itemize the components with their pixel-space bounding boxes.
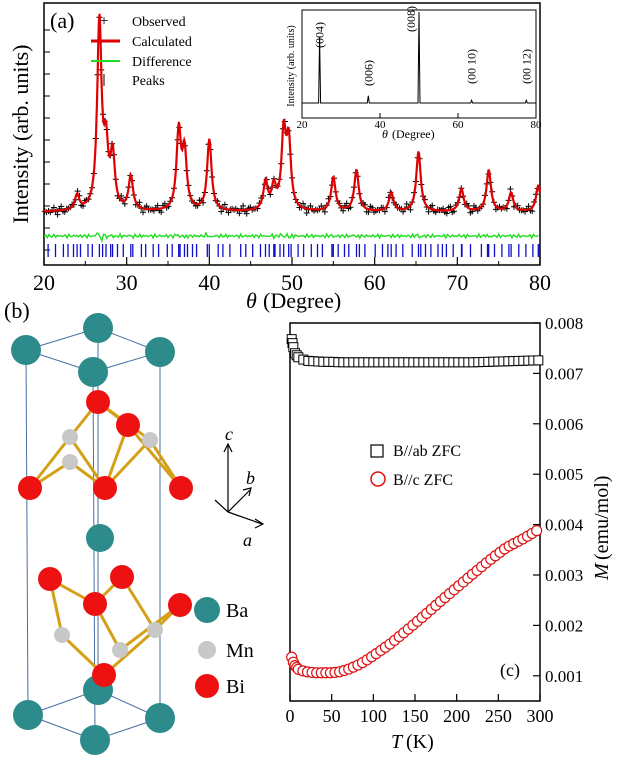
panel-a-x-ticks: 20 30 40 50 60 70 80 (33, 257, 551, 295)
c-y-tick-label: 0.007 (545, 364, 584, 383)
inset-x-ticks: 20 40 60 80 (297, 113, 543, 131)
inset-plot (302, 11, 536, 104)
ab-point (533, 355, 544, 366)
difference-series (43, 231, 539, 243)
peaks-series (47, 244, 540, 257)
legend-observed-label: Observed (132, 15, 186, 30)
panel-b: (b) (4, 298, 265, 755)
c-y-tick-label: 0.001 (545, 667, 583, 686)
panel-b-label: (b) (4, 298, 30, 323)
inset-xlabel-symbol: θ (382, 127, 388, 141)
panel-c-xlabel-symbol: T (391, 731, 404, 753)
legend-c-marker (370, 471, 386, 487)
x-tick-label: 50 (281, 270, 303, 295)
c-x-tick-label: 150 (402, 706, 429, 726)
x-tick-label: 80 (529, 270, 551, 295)
c-y-tick-label: 0.004 (545, 516, 584, 535)
panel-a-inset: 20 40 60 80 Intensity (arb. units) θ (Degre… (286, 6, 542, 141)
inset-x-tick-label: 60 (453, 119, 465, 131)
c-x-tick-label: 50 (323, 706, 341, 726)
atoms (11, 313, 193, 755)
c-x-tick-label: 300 (527, 706, 554, 726)
c-y-tick-label: 0.008 (545, 314, 583, 333)
c-y-tick-label: 0.005 (545, 465, 583, 484)
panel-a-legend: + Observed Calculated Difference Peaks (91, 13, 192, 89)
legend-ba-label: Ba (226, 600, 248, 622)
x-tick-label: 20 (33, 270, 55, 295)
x-tick-label: 30 (116, 270, 138, 295)
x-tick-label: 70 (446, 270, 468, 295)
inset-peak-label: (006) (361, 60, 375, 86)
panel-c-legend: B//ab ZFC B//c ZFC (370, 443, 461, 489)
inset-x-tick-label: 20 (297, 119, 309, 131)
legend-difference-label: Difference (132, 55, 192, 70)
panel-c-ylabel-symbol: M (591, 562, 613, 581)
axis-a-label: a (243, 530, 252, 550)
inset-peak-label: (004) (313, 22, 327, 48)
panel-c-ylabel: M (emu/mol) (591, 476, 613, 581)
legend-ab-label: B//ab ZFC (393, 443, 461, 460)
legend-bi-swatch (195, 674, 219, 698)
c-y-tick-label: 0.003 (545, 566, 583, 585)
c-x-tick-label: 200 (443, 706, 470, 726)
axis-c-label: c (225, 424, 233, 444)
inset-x-tick-label: 40 (375, 119, 387, 131)
panel-c-xlabel-unit: (K) (406, 731, 434, 753)
panel-c-plot (286, 334, 544, 679)
x-tick-label: 60 (364, 270, 386, 295)
panel-c-ylabel-unit: (emu/mol) (591, 476, 613, 560)
c-x-tick-label: 250 (485, 706, 512, 726)
legend-ba-swatch (194, 597, 220, 623)
legend-calculated-label: Calculated (132, 35, 192, 50)
inset-x-tick-label: 80 (531, 119, 543, 131)
legend-observed-marker: + (99, 13, 108, 30)
legend-bi-label: Bi (226, 676, 245, 698)
panel-c-frame (289, 322, 541, 702)
inset-peak-label: (00 12) (519, 49, 533, 84)
panel-a-xlabel-unit: (Degree) (263, 288, 341, 313)
panel-c-y-ticks: 0.001 0.002 0.003 0.004 0.005 0.006 0.007 0.008 (533, 314, 584, 686)
panel-a-label: (a) (50, 8, 74, 33)
panel-a-xlabel-symbol: θ (246, 288, 257, 313)
panel-c: 0 50 100 150 200 250 300 0.0010.0020.0030.0040… (286, 314, 614, 753)
panel-a: (a) 20 30 40 50 60 70 80 Intensity (arb. units… (8, 2, 551, 313)
c-point (531, 525, 543, 537)
x-tick-label: 40 (198, 270, 220, 295)
c-y-tick-label: 0.002 (545, 616, 583, 635)
panel-c-x-ticks: 0 50 100 150 200 250 300 (286, 694, 554, 726)
legend-mn-label: Mn (226, 640, 254, 662)
inset-xlabel-unit: (Degree) (392, 127, 435, 141)
inset-pattern (302, 11, 536, 104)
legend-mn-swatch (198, 641, 216, 659)
legend-ab-marker (370, 444, 384, 458)
axis-b-label: b (246, 468, 255, 488)
inset-ylabel: Intensity (arb. units) (286, 25, 297, 106)
legend-peaks-label: Peaks (132, 74, 165, 89)
inset-peak-label: (008) (404, 6, 418, 32)
atom-legend: Ba Mn Bi (194, 597, 254, 698)
crystal-axes (214, 442, 265, 529)
c-y-tick-label: 0.006 (545, 415, 583, 434)
c-x-tick-label: 0 (286, 706, 295, 726)
panel-a-plot (41, 13, 542, 257)
inset-peak-label: (00 10) (465, 49, 479, 84)
calculated-series (43, 13, 542, 213)
c-x-tick-label: 100 (360, 706, 387, 726)
panel-a-ylabel: Intensity (arb. units) (8, 44, 33, 223)
legend-c-label: B//c ZFC (393, 472, 453, 489)
panel-a-y-ticks (44, 29, 50, 251)
inset-peak-labels: (004) (006) (008) (00 10) (00 12) (313, 6, 534, 86)
panel-c-label: (c) (500, 660, 520, 681)
